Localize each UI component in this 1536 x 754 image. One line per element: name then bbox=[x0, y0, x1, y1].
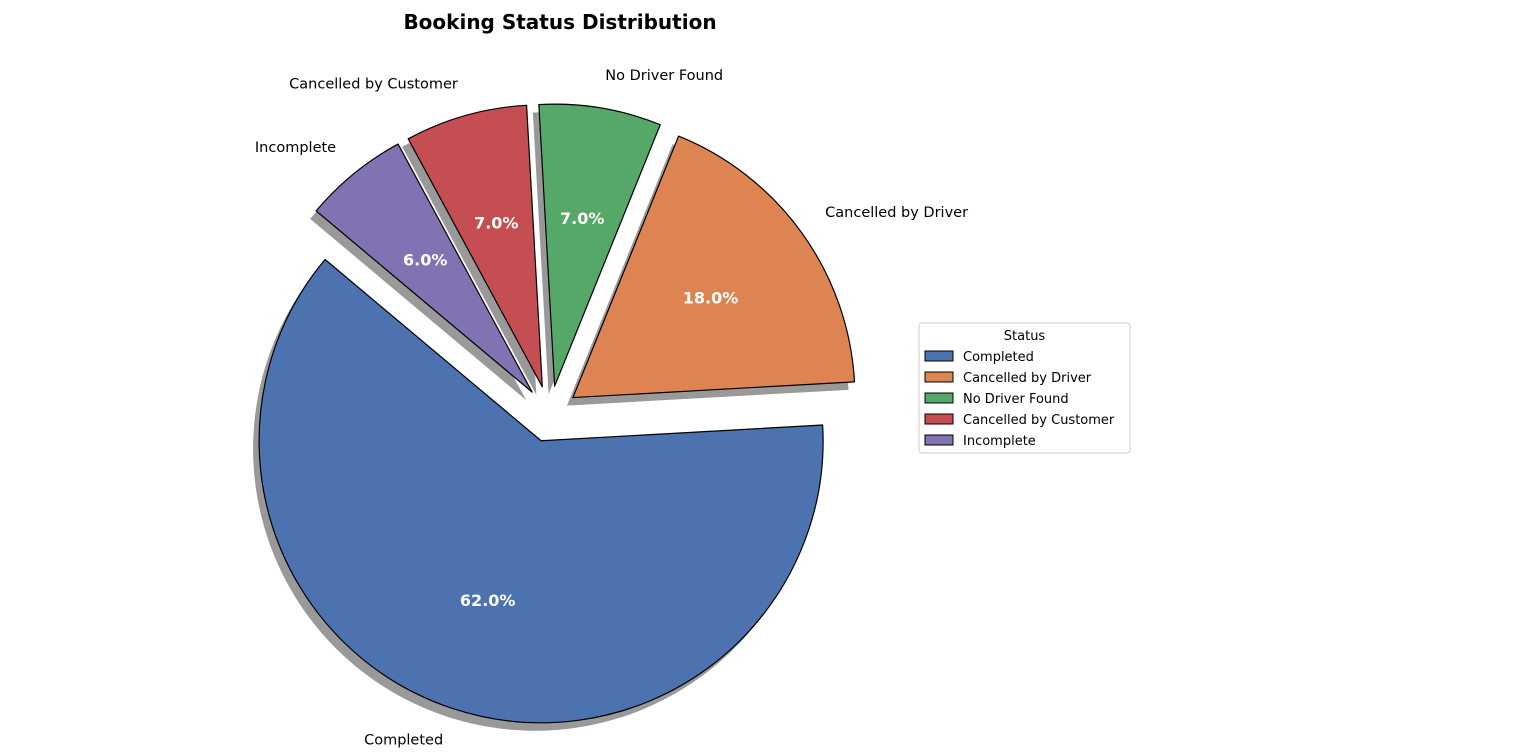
pct-label-completed: 62.0% bbox=[460, 591, 516, 610]
slice-no-driver-found bbox=[538, 103, 661, 387]
slice-label-cancelled-by-driver: Cancelled by Driver bbox=[825, 205, 968, 221]
legend-swatch-no-driver-found bbox=[924, 392, 954, 404]
pct-label-incomplete: 6.0% bbox=[403, 251, 447, 270]
legend-swatch-incomplete bbox=[924, 434, 954, 446]
legend-title: Status bbox=[1004, 329, 1046, 344]
legend-swatch-cancelled-by-driver bbox=[924, 371, 954, 383]
legend-frame bbox=[918, 322, 1131, 454]
legend: Status Completed Cancelled by Driver No Dr… bbox=[918, 322, 1131, 454]
legend-label-no-driver-found: No Driver Found bbox=[963, 392, 1069, 407]
slice-cancelled-by-driver bbox=[572, 135, 856, 399]
percent-labels: 62.0% 18.0% 7.0% 7.0% 6.0% bbox=[403, 209, 738, 610]
chart-title: Booking Status Distribution bbox=[403, 10, 716, 34]
legend-swatch-completed bbox=[924, 350, 954, 362]
slice-completed bbox=[258, 258, 824, 724]
legend-swatch-cancelled-by-customer bbox=[924, 413, 954, 425]
legend-label-cancelled-by-customer: Cancelled by Customer bbox=[963, 413, 1115, 428]
legend-label-completed: Completed bbox=[963, 350, 1034, 365]
pct-label-no-driver-found: 7.0% bbox=[560, 209, 604, 228]
slice-label-incomplete: Incomplete bbox=[255, 140, 336, 156]
slice-label-no-driver-found: No Driver Found bbox=[605, 68, 723, 84]
slice-labels: Completed Cancelled by Driver No Driver Fo… bbox=[255, 68, 968, 749]
legend-label-incomplete: Incomplete bbox=[963, 434, 1036, 449]
legend-items: Completed Cancelled by Driver No Driver Fo… bbox=[924, 350, 1115, 449]
legend-label-cancelled-by-driver: Cancelled by Driver bbox=[963, 371, 1092, 386]
pct-label-cancelled-by-driver: 18.0% bbox=[683, 289, 739, 308]
slice-label-completed: Completed bbox=[364, 733, 443, 749]
slice-incomplete bbox=[315, 143, 533, 393]
slice-label-cancelled-by-customer: Cancelled by Customer bbox=[289, 76, 458, 92]
slice-cancelled-by-customer bbox=[407, 104, 543, 388]
pie-wedges bbox=[258, 103, 856, 724]
pct-label-cancelled-by-customer: 7.0% bbox=[474, 214, 518, 233]
